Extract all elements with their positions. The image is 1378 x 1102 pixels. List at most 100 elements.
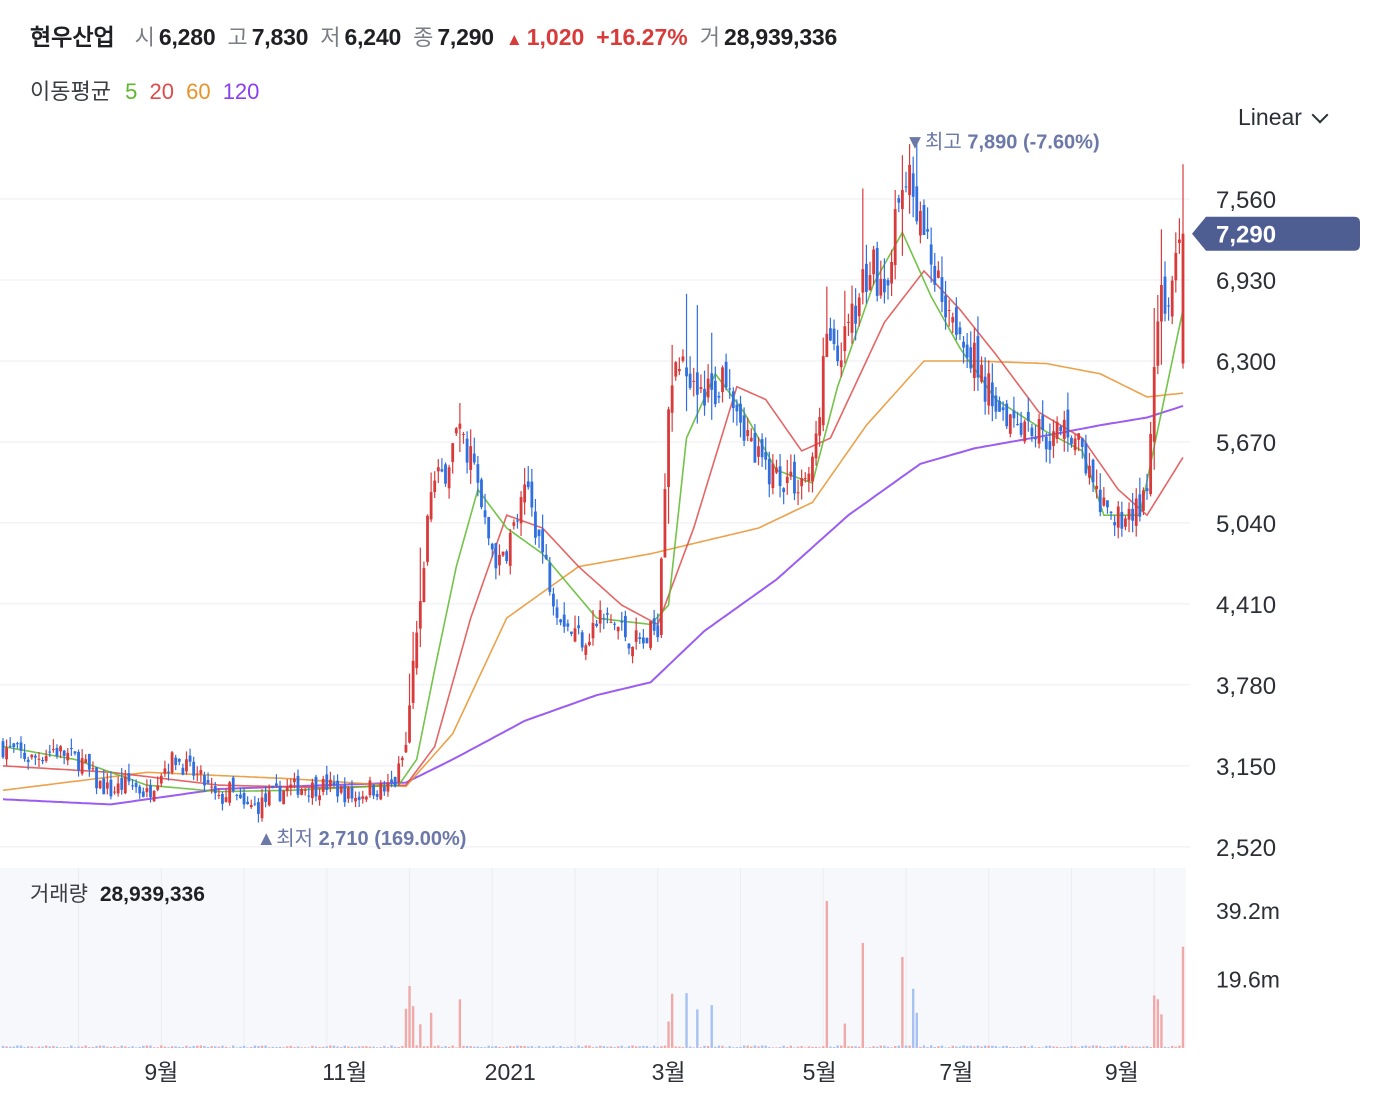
volume-bar: [570, 1046, 573, 1048]
volume-bar: [23, 1047, 26, 1048]
volume-bar: [296, 1046, 300, 1048]
candle-body: [980, 364, 983, 382]
volume-bar: [106, 1046, 109, 1048]
candle-body: [300, 788, 303, 795]
volume-bar: [1023, 1045, 1026, 1048]
candle-body: [577, 625, 581, 629]
candle-body: [739, 403, 742, 423]
candle-body: [246, 801, 250, 804]
candle-body: [731, 391, 735, 409]
volume-bar: [602, 1046, 605, 1048]
candle-body: [1070, 437, 1073, 445]
volume-bar: [361, 1046, 364, 1048]
volume-bar: [1088, 1046, 1091, 1048]
ma-120-toggle[interactable]: 120: [222, 79, 260, 104]
ma-20-toggle[interactable]: 20: [149, 79, 174, 104]
candle-body: [289, 784, 293, 789]
price-tick-label: 5,670: [1216, 430, 1276, 457]
candle-body: [1012, 410, 1016, 419]
candle-body: [821, 356, 825, 426]
candle-body: [8, 745, 12, 747]
candle-body: [1160, 285, 1163, 322]
volume-bar: [318, 1046, 321, 1048]
time-tick-label: 9월: [144, 1059, 178, 1085]
candle-body: [436, 467, 440, 472]
volume-bar: [1048, 1045, 1052, 1048]
candle-body: [803, 478, 807, 480]
volume-bar: [987, 1045, 990, 1048]
volume-bar: [563, 1047, 566, 1048]
volume-bar: [260, 1045, 264, 1048]
candle-body: [875, 247, 879, 296]
candle-body: [962, 341, 965, 348]
volume-bar: [1178, 1045, 1181, 1048]
candle-body: [746, 430, 750, 437]
candle-body: [494, 543, 498, 569]
volume-bar: [962, 1045, 965, 1048]
volume-bar: [1009, 1046, 1012, 1048]
candle-body: [134, 782, 138, 788]
volume-bar: [1005, 1045, 1008, 1048]
volume-bar: [793, 1047, 796, 1048]
volume-bar: [498, 1046, 501, 1048]
candle-body: [422, 568, 426, 602]
volume-value: 28,939,336: [723, 24, 838, 50]
ma-5-toggle[interactable]: 5: [125, 79, 138, 104]
candle-body: [1001, 407, 1005, 411]
volume-bar: [649, 1047, 652, 1048]
candle-body: [857, 297, 861, 317]
volume-bar: [919, 1046, 922, 1048]
annotations: ▼최고 7,890 (-7.60%) ▲최저 2,710 (169.00%): [256, 131, 1099, 850]
moving-average-legend: 이동평균 5 20 60 120: [30, 74, 259, 106]
change-up-icon: ▲: [505, 30, 523, 49]
candle-body: [1102, 497, 1106, 506]
time-tick-label: 7월: [939, 1059, 973, 1085]
scale-selector[interactable]: Linear: [1238, 104, 1329, 131]
volume-bar: [422, 1046, 426, 1048]
volume-bar: [1012, 1046, 1016, 1048]
candle-body: [602, 618, 606, 620]
volume-panel-title: 거래량 28,939,336: [30, 878, 205, 908]
high-annotation-arrow: ▼: [905, 132, 925, 154]
volume-bar: [811, 1046, 814, 1048]
candle-body: [1138, 494, 1142, 517]
volume-bar: [178, 1046, 181, 1048]
candle-body: [282, 790, 286, 805]
volume-bar: [1174, 1046, 1178, 1048]
candle-body: [109, 779, 113, 797]
price-badge-label: 7,290: [1216, 222, 1276, 249]
candle-body: [998, 400, 1001, 412]
volume-bar: [84, 1045, 87, 1048]
candle-body: [271, 786, 275, 788]
volume-bar: [339, 1047, 343, 1048]
candle-body: [1145, 488, 1149, 492]
volume-bar: [88, 1047, 91, 1048]
ma-60-toggle[interactable]: 60: [186, 79, 211, 104]
volume-bar: [588, 1045, 591, 1048]
candle-body: [1106, 500, 1109, 508]
volume-bar: [282, 1047, 285, 1048]
volume-bar: [343, 1045, 346, 1048]
candle-body: [562, 614, 566, 627]
volume-bar: [1019, 1046, 1023, 1048]
candle-body: [19, 742, 23, 751]
volume-bar: [1117, 1046, 1120, 1048]
candle-body: [911, 173, 915, 197]
price-tick-label: 6,300: [1216, 349, 1276, 376]
volume-bar: [965, 1046, 969, 1048]
volume-bar: [250, 1047, 253, 1048]
volume-bar: [354, 1046, 357, 1048]
scale-value: Linear: [1238, 104, 1302, 130]
candle-body: [1062, 419, 1066, 440]
candle-body: [613, 623, 616, 625]
candle-body: [649, 621, 652, 648]
volume-bar: [1027, 1047, 1030, 1048]
candle-body: [544, 554, 548, 559]
candle-body: [163, 768, 167, 774]
volume-bar: [901, 957, 904, 1048]
volume-bar: [476, 1046, 480, 1048]
volume-bar: [196, 1045, 199, 1048]
volume-bar: [138, 1046, 141, 1048]
candle-body: [1098, 489, 1102, 513]
